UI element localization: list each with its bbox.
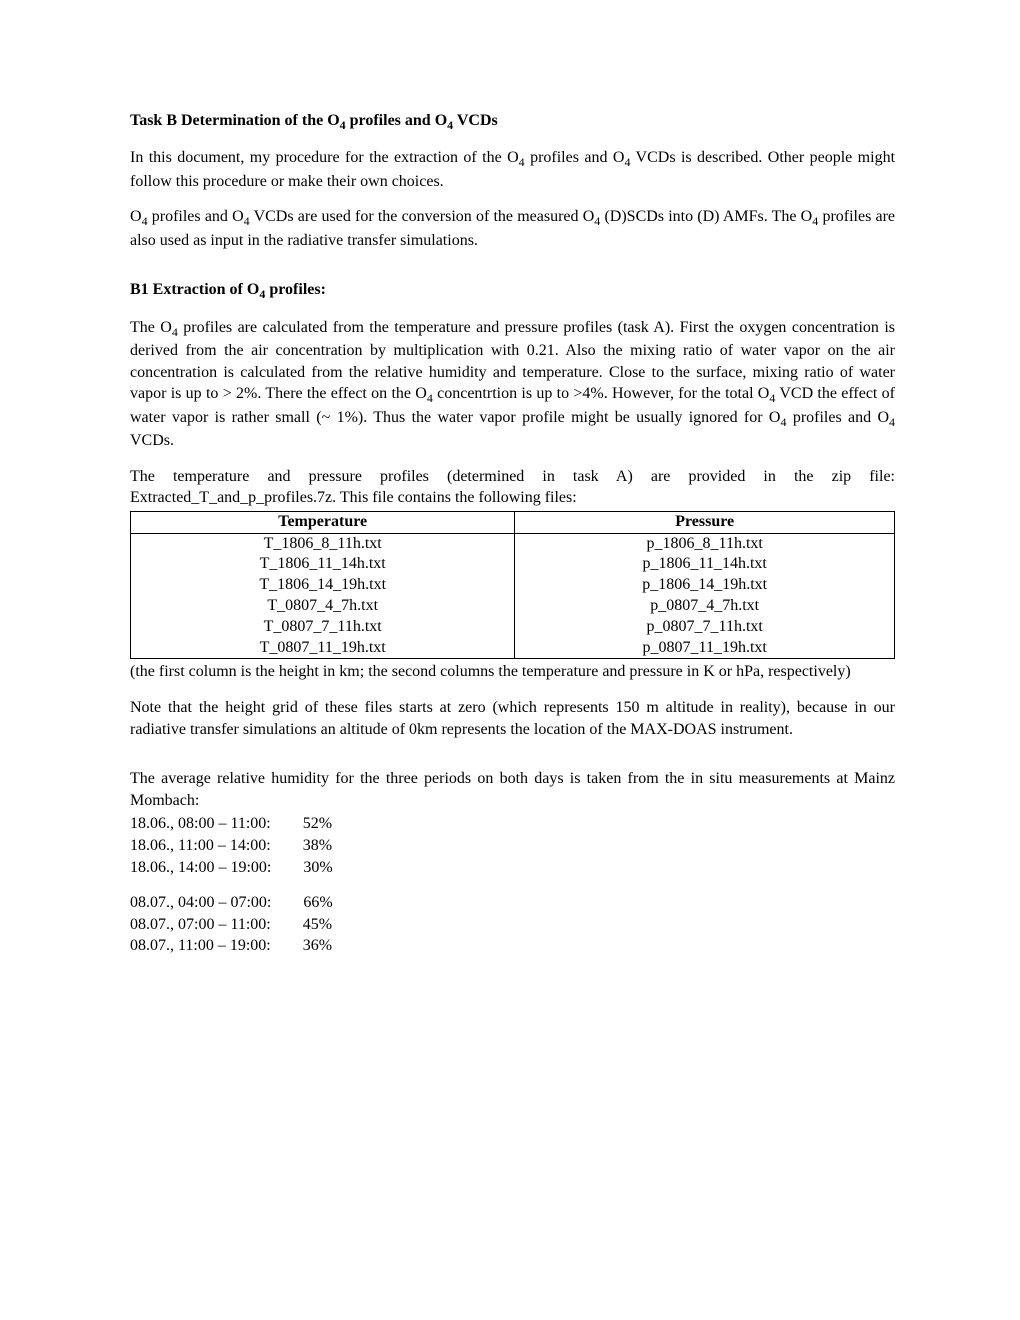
humidity-row: 08.07., 04:00 – 07:00: 66%: [130, 892, 895, 914]
col-temperature: Temperature: [131, 511, 515, 533]
humidity-row: 18.06., 08:00 – 11:00: 52%: [130, 813, 895, 835]
table-row: T_1806_11_14h.txtp_1806_11_14h.txt: [131, 554, 895, 575]
col-pressure: Pressure: [515, 511, 895, 533]
paragraph-5: (the first column is the height in km; t…: [130, 661, 895, 683]
table-row: T_0807_11_19h.txtp_0807_11_19h.txt: [131, 638, 895, 659]
humidity-row: 08.07., 11:00 – 19:00: 36%: [130, 935, 895, 957]
title-prefix: Task B Determination of the O: [130, 112, 340, 129]
table-row: T_0807_4_7h.txtp_0807_4_7h.txt: [131, 596, 895, 617]
humidity-group-1: 18.06., 08:00 – 11:00: 52% 18.06., 11:00…: [130, 813, 895, 878]
humidity-row: 08.07., 07:00 – 11:00: 45%: [130, 914, 895, 936]
table-row: T_1806_14_19h.txtp_1806_14_19h.txt: [131, 575, 895, 596]
files-table: Temperature Pressure T_1806_8_11h.txtp_1…: [130, 511, 895, 660]
table-row: T_1806_8_11h.txtp_1806_8_11h.txt: [131, 533, 895, 554]
b1-title: B1 Extraction of O4 profiles:: [130, 279, 895, 302]
paragraph-6: Note that the height grid of these files…: [130, 697, 895, 740]
humidity-row: 18.06., 11:00 – 14:00: 38%: [130, 835, 895, 857]
paragraph-7: The average relative humidity for the th…: [130, 768, 895, 811]
table-row: T_0807_7_11h.txtp_0807_7_11h.txt: [131, 617, 895, 638]
humidity-row: 18.06., 14:00 – 19:00: 30%: [130, 857, 895, 879]
task-title: Task B Determination of the O4 profiles …: [130, 110, 895, 133]
paragraph-1: In this document, my procedure for the e…: [130, 147, 895, 192]
humidity-group-2: 08.07., 04:00 – 07:00: 66% 08.07., 07:00…: [130, 892, 895, 957]
paragraph-3: The O4 profiles are calculated from the …: [130, 317, 895, 452]
paragraph-2: O4 profiles and O4 VCDs are used for the…: [130, 206, 895, 251]
table-header-row: Temperature Pressure: [131, 511, 895, 533]
title-suffix: profiles and O: [346, 112, 448, 129]
title-end: VCDs: [453, 112, 498, 129]
paragraph-4: The temperature and pressure profiles (d…: [130, 466, 895, 509]
